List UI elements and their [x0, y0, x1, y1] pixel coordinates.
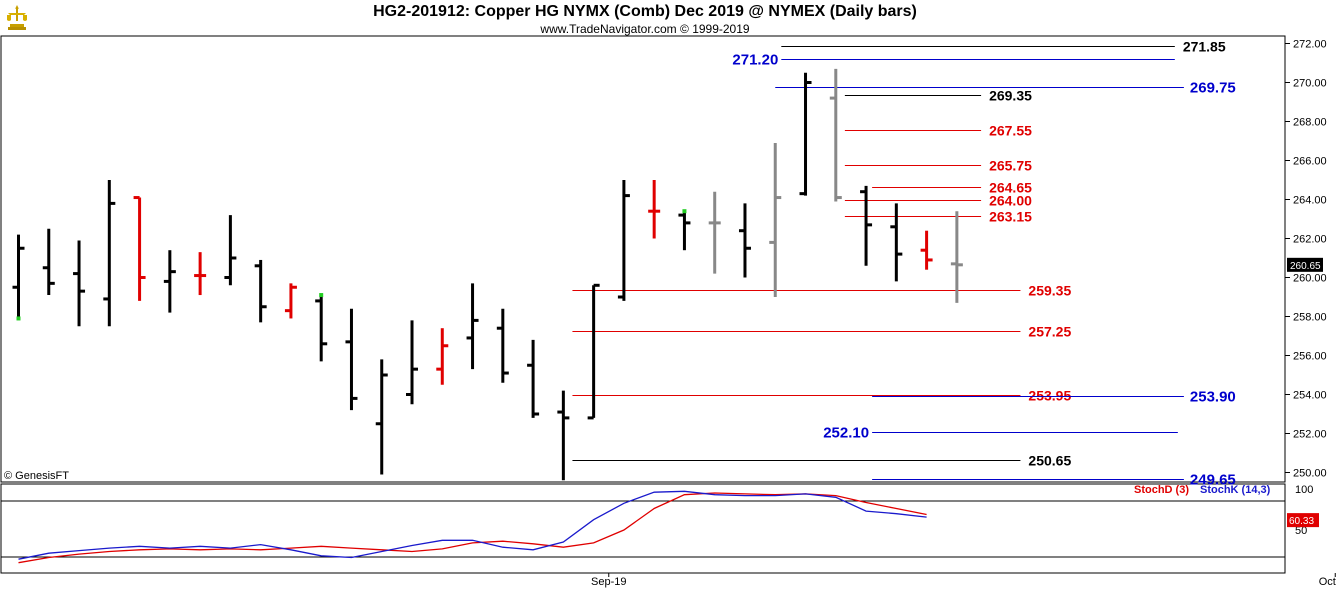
- level-label: 257.25: [1028, 324, 1071, 340]
- ohlc-bar: [42, 228, 55, 296]
- ohlc-bar: [254, 259, 267, 323]
- last-price-marker: [1287, 257, 1323, 272]
- level-label: 249.65: [1190, 472, 1236, 489]
- ohlc-bar: [315, 295, 328, 362]
- level-label: 271.85: [1183, 39, 1226, 55]
- x-tick-label: Sep-19: [591, 576, 626, 588]
- green-signal-dot: [319, 293, 324, 298]
- ohlc-bar: [738, 203, 751, 278]
- price-y-axis: 250.00 252.00 254.00 256.00 258.00 260.00 262.…: [1285, 39, 1327, 480]
- x-axis: Sep-19 Oct-19: [591, 573, 1336, 588]
- level-label: 271.20: [732, 52, 778, 69]
- price-y-tick-label: 272.00: [1293, 39, 1327, 51]
- ohlc-bar: [466, 283, 479, 370]
- price-y-tick-label: 250.00: [1293, 468, 1327, 480]
- ohlc-bar: [224, 215, 237, 286]
- ohlc-bar: [73, 240, 86, 327]
- level-label: 259.35: [1028, 283, 1071, 299]
- ohlc-bar: [587, 283, 600, 420]
- stoch-y-axis: 100 50: [1295, 484, 1313, 537]
- ohlc-bar: [860, 185, 873, 266]
- green-signal-dot: [682, 209, 687, 214]
- ohlc-bar: [769, 142, 782, 297]
- x-tick-label: Oct-19: [1319, 576, 1336, 588]
- value-markers: 260.65 60.33: [1287, 257, 1323, 528]
- stoch-y-tick-label: 100: [1295, 484, 1313, 496]
- ohlc-bar: [799, 72, 812, 196]
- chart-title: HG2-201912: Copper HG NYMX (Comb) Dec 20…: [373, 3, 917, 20]
- price-y-tick-label: 256.00: [1293, 351, 1327, 363]
- gold-trophy-icon: [7, 5, 27, 30]
- ohlc-bars: [12, 68, 963, 481]
- price-y-tick-label: 268.00: [1293, 117, 1327, 129]
- ohlc-bar: [648, 180, 661, 239]
- green-signal-dot: [16, 316, 21, 321]
- level-label: 263.15: [989, 209, 1032, 225]
- level-label: 267.55: [989, 123, 1032, 139]
- ohlc-bar: [284, 283, 297, 319]
- ohlc-bar: [708, 191, 721, 274]
- ohlc-bar: [557, 390, 570, 481]
- ohlc-bar: [12, 234, 25, 319]
- ohlc-bar: [163, 250, 176, 313]
- price-levels: 271.85 271.20 269.75 269.35 267.55 265.75 264.…: [572, 39, 1236, 489]
- level-label: 253.95: [1028, 388, 1071, 404]
- level-label: 253.90: [1190, 389, 1236, 406]
- stoch-value-marker: [1287, 513, 1319, 528]
- price-y-tick-label: 260.00: [1293, 273, 1327, 285]
- level-label: 265.75: [989, 158, 1032, 174]
- ohlc-bar: [133, 196, 146, 301]
- legend-stochk: StochK (14,3): [1200, 484, 1271, 496]
- price-panel-frame: [0, 35, 1286, 483]
- stoch-panel-frame: [0, 483, 1286, 574]
- ohlc-bar: [436, 328, 449, 385]
- level-label: 264.65: [989, 180, 1032, 196]
- price-y-tick-label: 258.00: [1293, 312, 1327, 324]
- stoch-value-label: 60.33: [1289, 516, 1314, 527]
- last-price-label: 260.65: [1290, 261, 1321, 272]
- stochastic-lines: StochD (3) StochK (14,3): [18, 484, 1271, 564]
- level-label: 269.35: [989, 88, 1032, 104]
- level-label: 264.00: [989, 193, 1032, 209]
- stoch-series-line: [18, 490, 927, 560]
- price-y-tick-label: 264.00: [1293, 195, 1327, 207]
- price-y-tick-label: 252.00: [1293, 429, 1327, 441]
- ohlc-bar: [890, 203, 903, 282]
- level-label: 250.65: [1028, 453, 1071, 469]
- ohlc-bar: [829, 68, 842, 202]
- ohlc-bar: [345, 308, 358, 411]
- ohlc-bar: [375, 359, 388, 475]
- price-y-tick-label: 270.00: [1293, 78, 1327, 90]
- ohlc-bar: [950, 211, 963, 303]
- ohlc-bar: [103, 180, 116, 327]
- level-label: 252.10: [823, 425, 869, 442]
- ohlc-bar: [920, 230, 933, 270]
- ohlc-bar: [678, 211, 691, 251]
- ohlc-bar: [406, 320, 419, 405]
- price-y-tick-label: 266.00: [1293, 156, 1327, 168]
- legend-stochd: StochD (3): [1134, 484, 1189, 496]
- price-y-tick-label: 262.00: [1293, 234, 1327, 246]
- stoch-series-line: [18, 492, 927, 564]
- level-label: 269.75: [1190, 80, 1236, 97]
- ohlc-bar: [617, 180, 630, 301]
- chart-subtitle: www.TradeNavigator.com © 1999-2019: [540, 22, 750, 36]
- ohlc-bar: [496, 308, 509, 383]
- copyright-text: © GenesisFT: [4, 470, 69, 482]
- price-y-tick-label: 254.00: [1293, 390, 1327, 402]
- ohlc-bar: [194, 252, 207, 296]
- ohlc-bar: [527, 339, 540, 418]
- stoch-y-tick-label: 50: [1295, 525, 1307, 537]
